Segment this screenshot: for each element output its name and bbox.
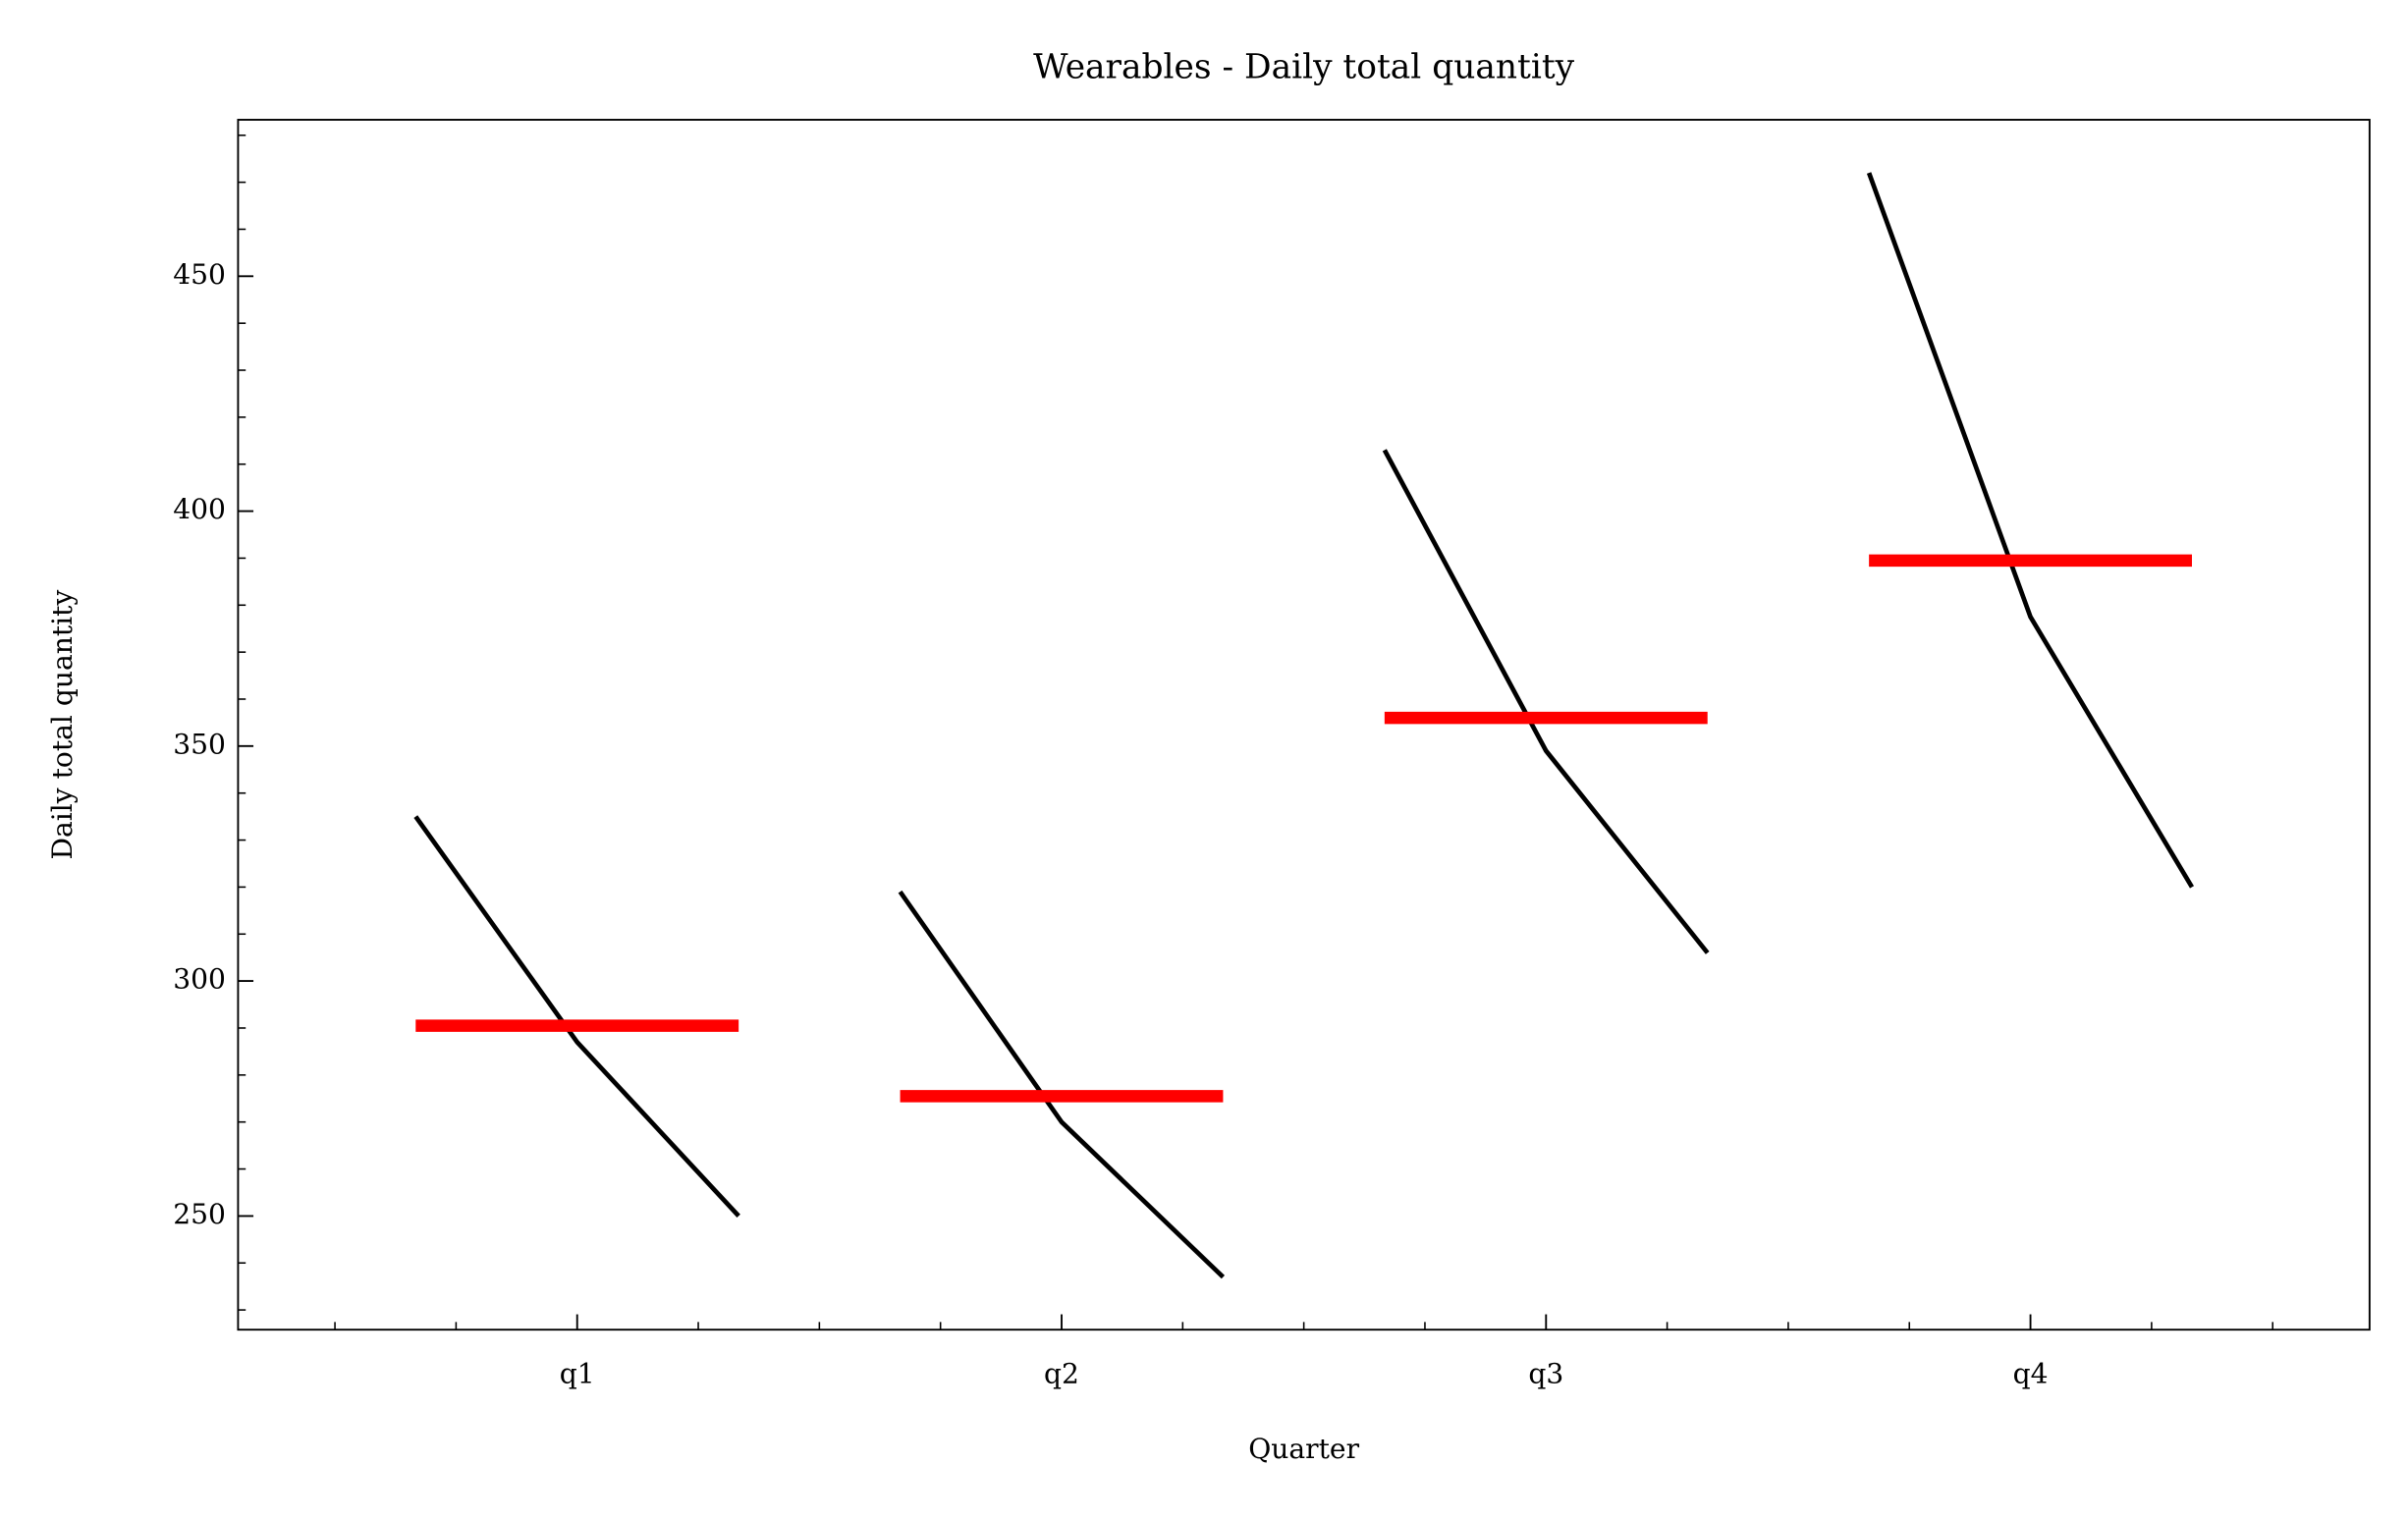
y-tick-label: 450 [173, 258, 226, 291]
y-axis-label: Daily total quantity [46, 590, 79, 860]
x-tick-label: q1 [560, 1358, 595, 1390]
subseries-line [898, 890, 1226, 1279]
y-tick-label: 350 [173, 728, 226, 760]
x-tick-label: q2 [1044, 1358, 1079, 1390]
chart-title: Wearables - Daily total quantity [1033, 47, 1575, 86]
x-tick-label: q4 [2013, 1358, 2049, 1390]
y-tick-label: 400 [173, 493, 226, 525]
subseries-line [413, 815, 740, 1218]
y-tick-label: 300 [173, 963, 226, 996]
x-axis-label: Quarter [1248, 1433, 1359, 1465]
plot-frame [237, 119, 2371, 1331]
subseries-line [1382, 449, 1710, 954]
x-tick-label: q3 [1528, 1358, 1563, 1390]
subseries-line [1866, 172, 2195, 889]
y-tick-label: 250 [173, 1198, 226, 1230]
